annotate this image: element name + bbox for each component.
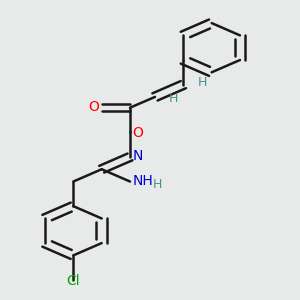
Text: H: H — [153, 178, 162, 191]
Text: Cl: Cl — [67, 274, 80, 288]
Text: H: H — [198, 76, 207, 88]
Text: NH: NH — [133, 173, 154, 188]
Text: H: H — [169, 92, 178, 106]
Text: N: N — [133, 149, 143, 164]
Text: O: O — [133, 126, 143, 140]
Text: O: O — [88, 100, 99, 114]
